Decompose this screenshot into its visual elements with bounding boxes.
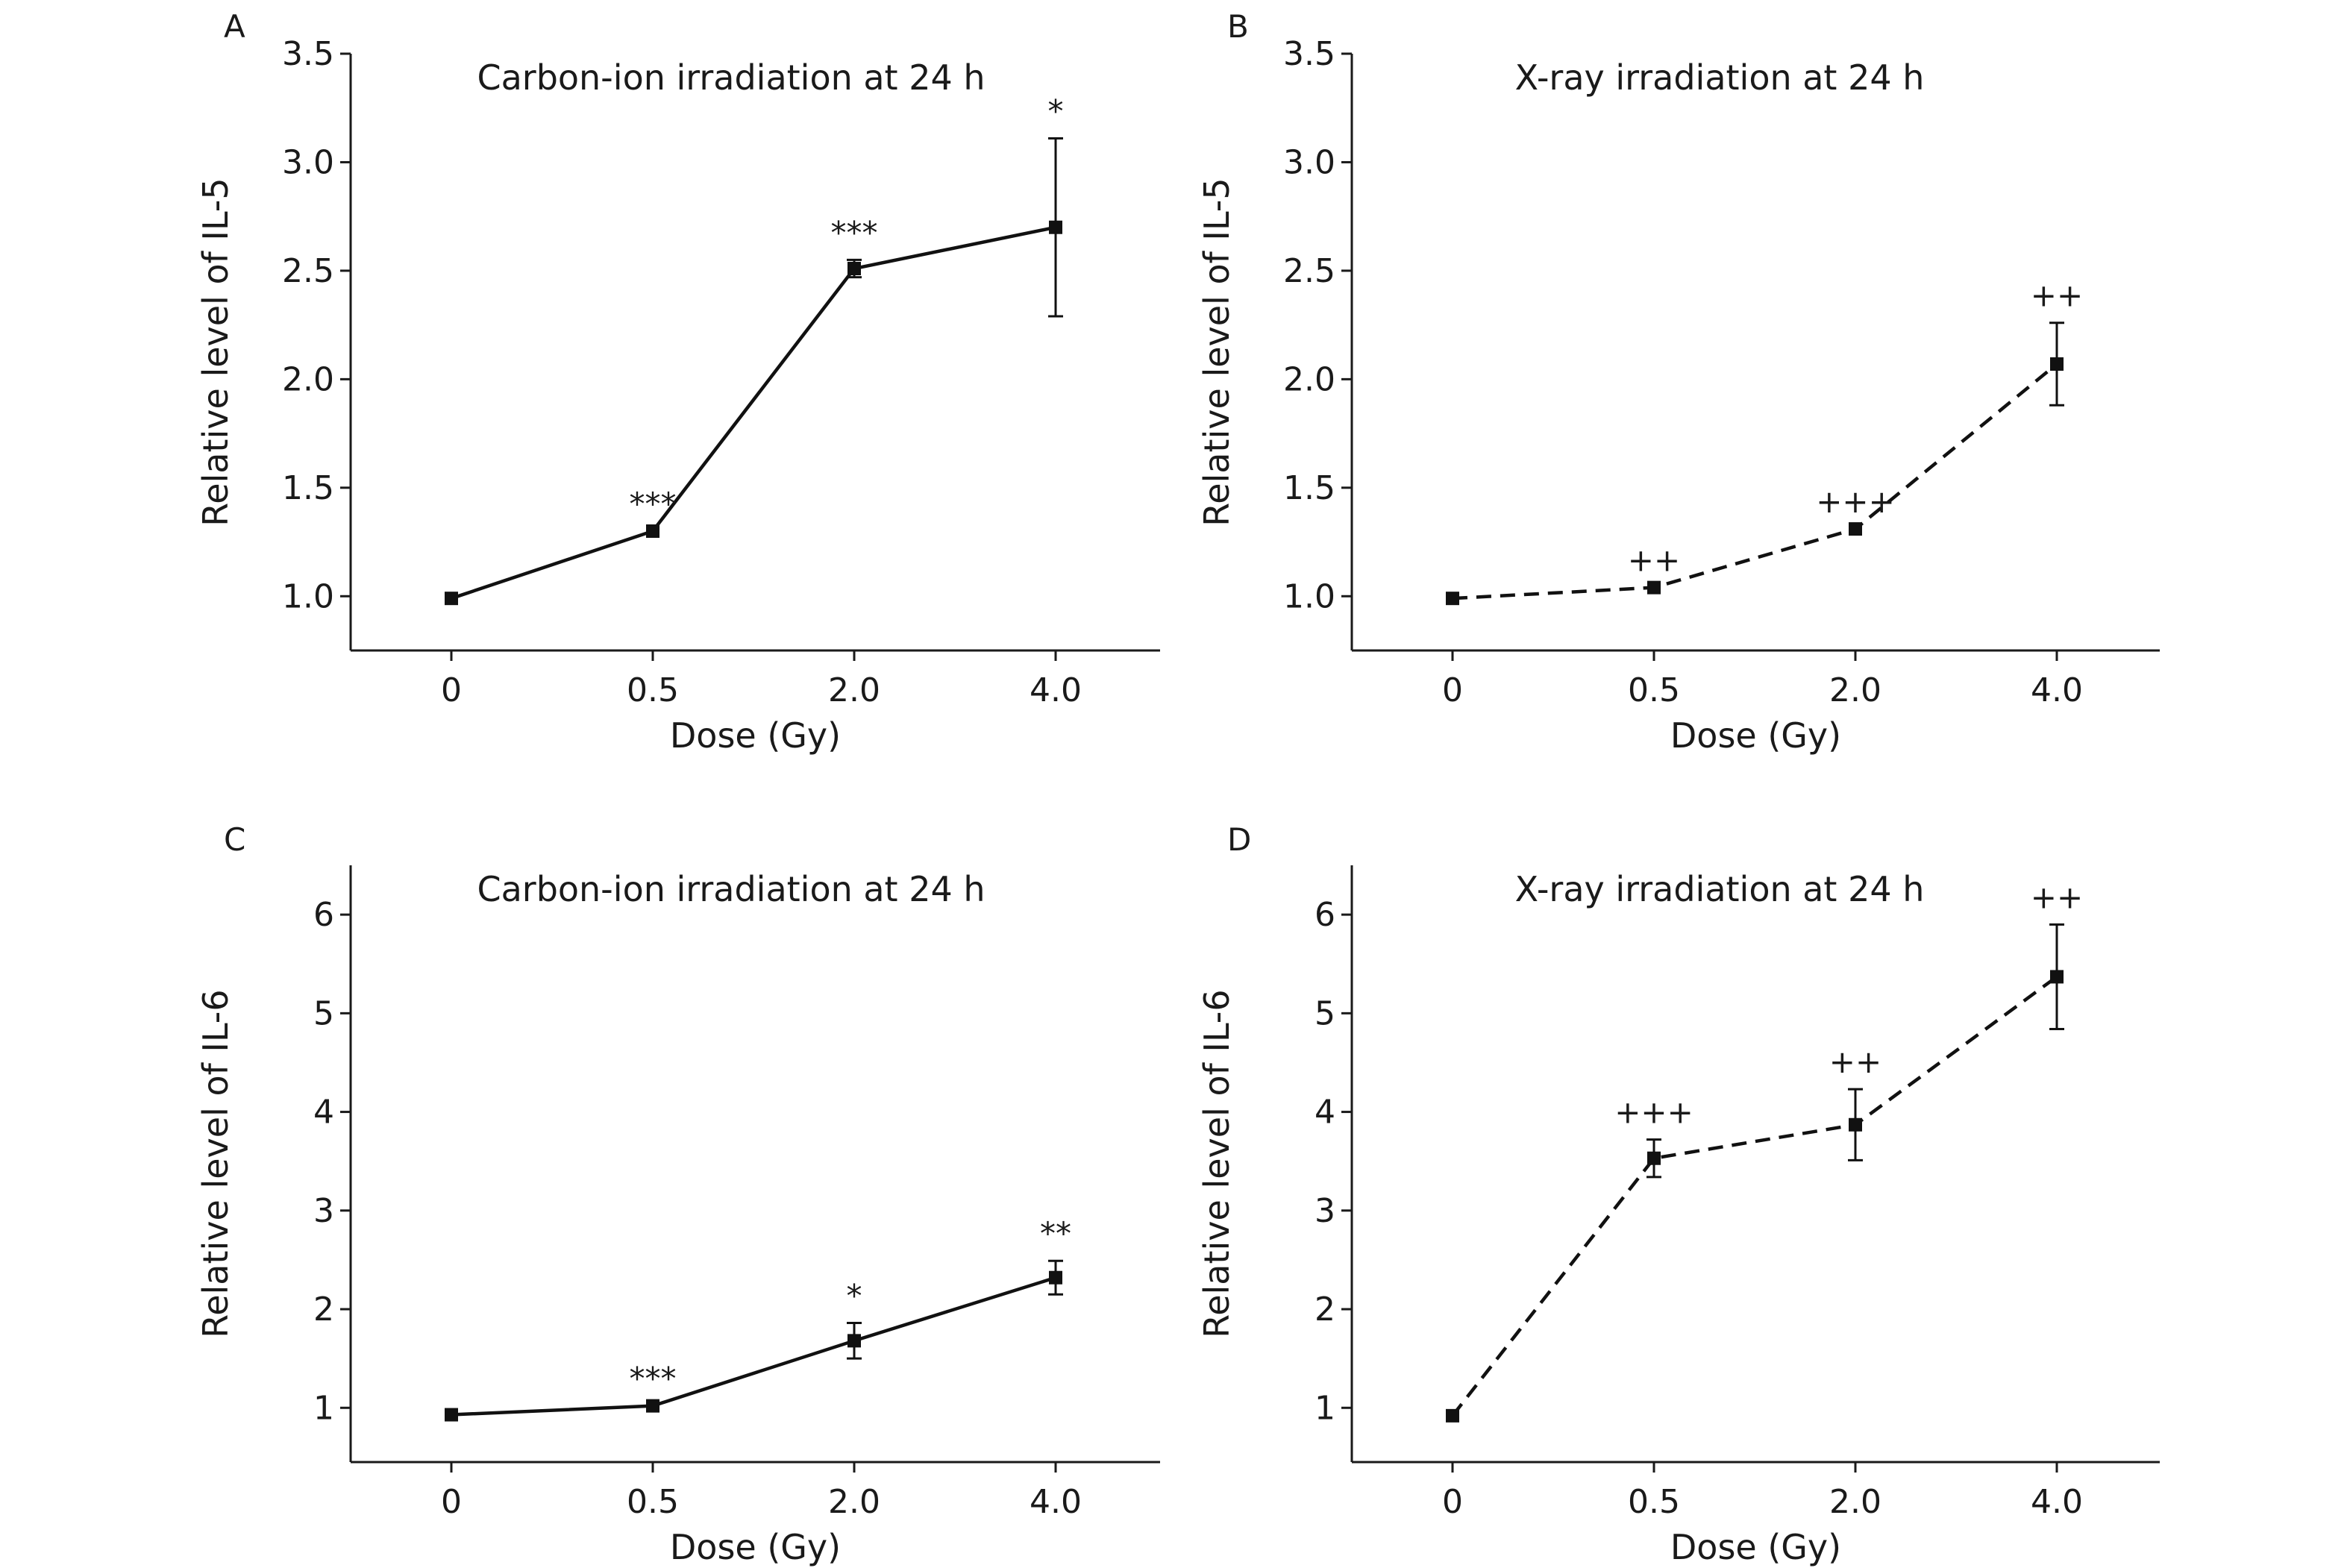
- y-tick-label: 5: [313, 994, 334, 1032]
- y-axis-title: Relative level of IL-5: [1197, 178, 1237, 526]
- y-tick-label: 6: [1315, 896, 1335, 934]
- chart-panel-d: D 1 2 3 4 5 6 0 0.5 2.0 4.0 Dose (Gy) Relative level…: [1197, 821, 2160, 1567]
- y-tick-label: 2.0: [282, 360, 334, 398]
- x-tick-label: 2.0: [1829, 671, 1881, 709]
- x-tick-label: 0: [441, 1483, 462, 1521]
- series-line: [451, 1276, 1056, 1417]
- data-point: [1049, 1270, 1062, 1285]
- data-point: [847, 1334, 861, 1348]
- plot-title: Carbon-ion irradiation at 24 h: [477, 57, 985, 98]
- y-tick-label: 1.0: [282, 577, 334, 615]
- y-tick-label: 3.0: [1283, 143, 1335, 181]
- significance-label: ***: [831, 214, 878, 251]
- y-tick-label: 3.5: [282, 35, 334, 73]
- data-point: [1049, 220, 1062, 234]
- y-tick-label: 2.5: [1283, 252, 1335, 290]
- panel-letter: C: [224, 821, 245, 858]
- chart-panel-a: A 1.0 1.5 2.0 2.5 3.0 3.5 0 0.5 2.0 4.0 Dose (Gy) Re…: [195, 8, 1160, 756]
- x-tick-label: 0: [1442, 1483, 1463, 1521]
- significance-label: ++: [2031, 879, 2083, 915]
- chart-panel-b: B 1.0 1.5 2.0 2.5 3.0 3.5 0 0.5 2.0 4.0 Dose (Gy) Re…: [1197, 8, 2160, 756]
- significance-label: *: [1048, 92, 1064, 129]
- panel-letter: D: [1227, 821, 1251, 858]
- significance-label: ++: [2031, 277, 2083, 314]
- y-tick-label: 1: [313, 1389, 334, 1427]
- y-tick-label: 3: [1315, 1192, 1335, 1230]
- panel-letter: A: [224, 8, 245, 45]
- significance-label: ***: [630, 1361, 677, 1397]
- y-tick-label: 6: [313, 896, 334, 934]
- plot-title: X-ray irradiation at 24 h: [1515, 57, 1925, 98]
- x-tick-label: 0.5: [627, 671, 679, 709]
- data-point: [1647, 580, 1661, 595]
- x-tick-label: 0.5: [1628, 671, 1680, 709]
- y-axis-title: Relative level of IL-6: [1197, 989, 1237, 1337]
- x-axis-title: Dose (Gy): [1670, 715, 1841, 756]
- x-tick-label: 4.0: [2031, 671, 2083, 709]
- x-axis-title: Dose (Gy): [1670, 1527, 1841, 1567]
- x-axis-title: Dose (Gy): [670, 1527, 841, 1567]
- y-tick-label: 1.0: [1283, 577, 1335, 615]
- x-axis-title: Dose (Gy): [670, 715, 841, 756]
- x-tick-label: 0.5: [627, 1483, 679, 1521]
- plot-title: Carbon-ion irradiation at 24 h: [477, 869, 985, 909]
- y-tick-label: 2: [1315, 1291, 1335, 1329]
- data-point: [445, 1408, 458, 1422]
- significance-label: +++: [1816, 483, 1895, 520]
- x-tick-label: 4.0: [1030, 1483, 1082, 1521]
- significance-label: ++: [1829, 1044, 1881, 1080]
- x-tick-label: 4.0: [2031, 1483, 2083, 1521]
- data-point: [1446, 1408, 1459, 1423]
- y-tick-label: 2: [313, 1291, 334, 1329]
- y-tick-label: 4: [1315, 1094, 1335, 1132]
- significance-label: ***: [630, 486, 677, 522]
- y-tick-label: 1: [1315, 1389, 1335, 1427]
- series-line: [1452, 363, 2058, 600]
- x-tick-label: 2.0: [828, 671, 880, 709]
- data-point: [1849, 1117, 1862, 1132]
- data-point: [2050, 357, 2064, 371]
- x-tick-label: 2.0: [1829, 1483, 1881, 1521]
- data-point: [2050, 970, 2064, 984]
- y-tick-label: 3.0: [282, 143, 334, 181]
- x-tick-label: 0: [1442, 671, 1463, 709]
- y-axis-title: Relative level of IL-6: [195, 989, 236, 1337]
- data-point: [847, 262, 861, 275]
- x-tick-label: 0: [441, 671, 462, 709]
- significance-label: *: [847, 1278, 862, 1314]
- series-line: [1451, 975, 2058, 1417]
- y-axis-title: Relative level of IL-5: [195, 178, 236, 526]
- x-tick-label: 2.0: [828, 1483, 880, 1521]
- y-tick-label: 2.5: [282, 252, 334, 290]
- x-tick-label: 0.5: [1628, 1483, 1680, 1521]
- data-point: [646, 1399, 659, 1413]
- data-point: [1647, 1151, 1661, 1165]
- significance-label: **: [1040, 1215, 1071, 1252]
- x-tick-label: 4.0: [1030, 671, 1082, 709]
- plot-title: X-ray irradiation at 24 h: [1515, 869, 1925, 909]
- y-tick-label: 1.5: [1283, 469, 1335, 507]
- y-tick-label: 3: [313, 1192, 334, 1230]
- series-line: [451, 225, 1056, 600]
- y-tick-label: 5: [1315, 994, 1335, 1032]
- data-point: [1849, 522, 1862, 536]
- data-point: [1446, 592, 1459, 606]
- data-point: [445, 592, 458, 606]
- chart-panel-c: C 1 2 3 4 5 6 0 0.5 2.0 4.0 Dose (Gy) Relative level…: [195, 821, 1160, 1567]
- y-tick-label: 1.5: [282, 469, 334, 507]
- panel-letter: B: [1227, 8, 1249, 45]
- significance-label: ++: [1628, 542, 1680, 579]
- data-point: [646, 524, 659, 538]
- y-tick-label: 2.0: [1283, 360, 1335, 398]
- significance-label: +++: [1614, 1094, 1693, 1131]
- y-tick-label: 4: [313, 1094, 334, 1132]
- y-tick-label: 3.5: [1283, 35, 1335, 73]
